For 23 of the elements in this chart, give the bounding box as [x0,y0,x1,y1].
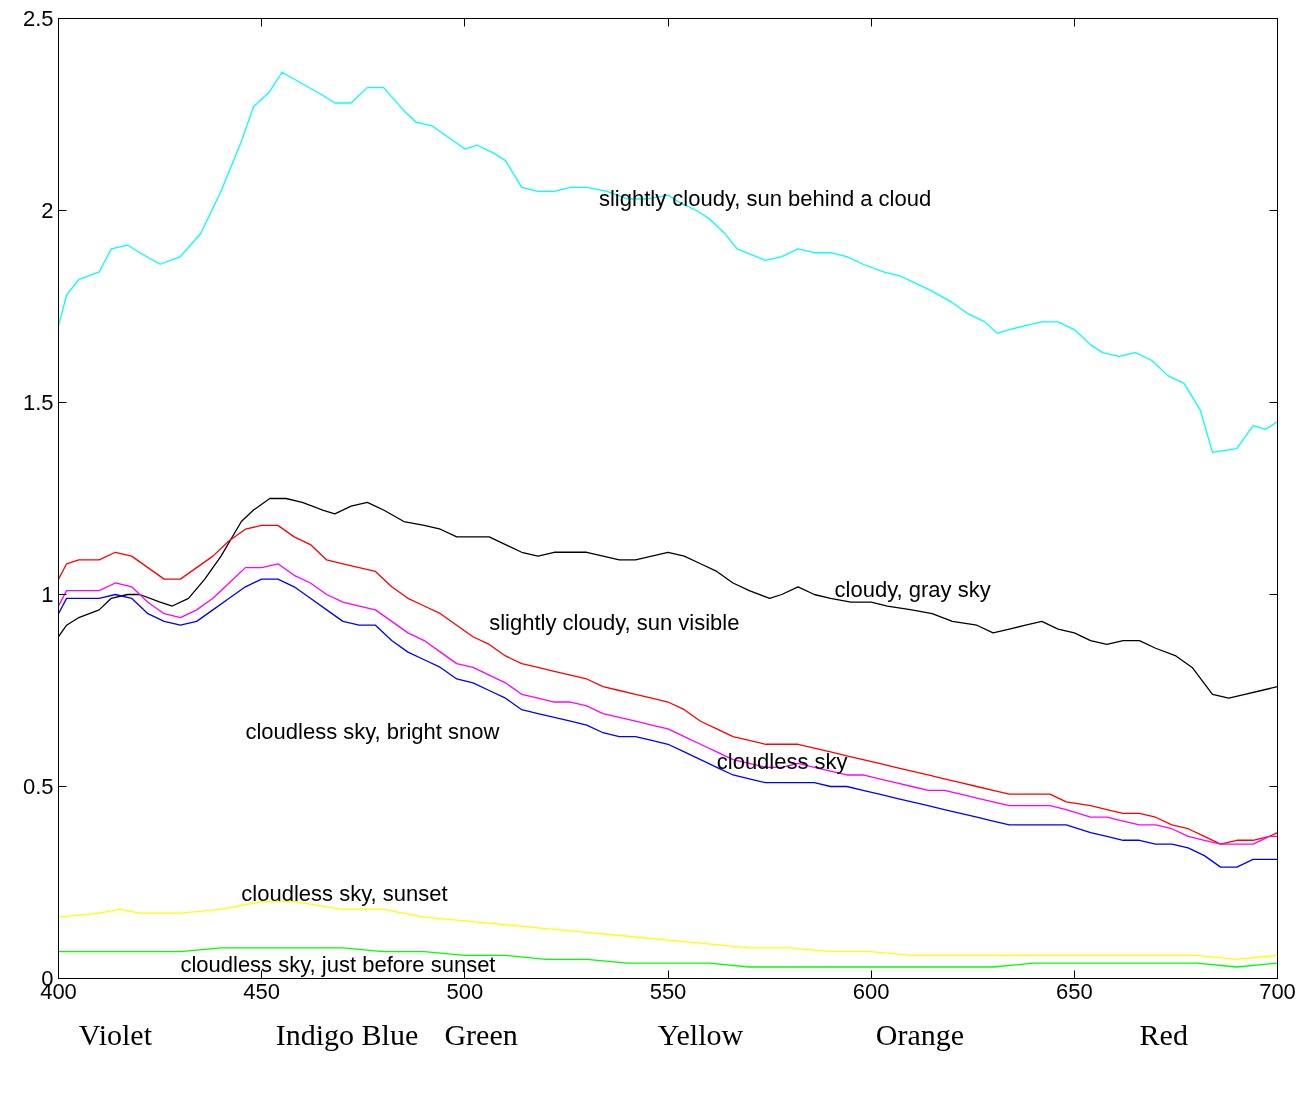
series-label: cloudless sky, just before sunset [180,951,496,977]
series-label: cloudless sky, sunset [241,880,448,906]
x-tick-label: 600 [852,978,890,1004]
line-series [58,71,1278,454]
text: Indigo Blue [275,1017,419,1051]
series-label: cloudy, gray sky [834,577,991,603]
x-tick-label: 700 [1259,978,1296,1004]
y-tick-label: 1.5 [22,390,54,415]
x-tick-label: 500 [446,978,484,1004]
y-tick-label: 2 [41,198,54,223]
y-tick-label: 2.5 [22,6,54,31]
x-tick-label: 550 [649,978,687,1004]
text: Red [1139,1017,1188,1051]
y-tick-label: 0.5 [22,774,54,799]
text: Yellow [657,1017,744,1051]
text: Orange [875,1017,965,1051]
series-label: slightly cloudy, sun visible [489,609,740,635]
text: Green [444,1017,518,1051]
x-tick-label: 450 [243,978,281,1004]
x-tick-label: 650 [1055,978,1093,1004]
y-tick-label: 1 [41,582,54,607]
text: Violet [78,1017,153,1051]
series-label: cloudless sky, bright snow [245,719,500,745]
